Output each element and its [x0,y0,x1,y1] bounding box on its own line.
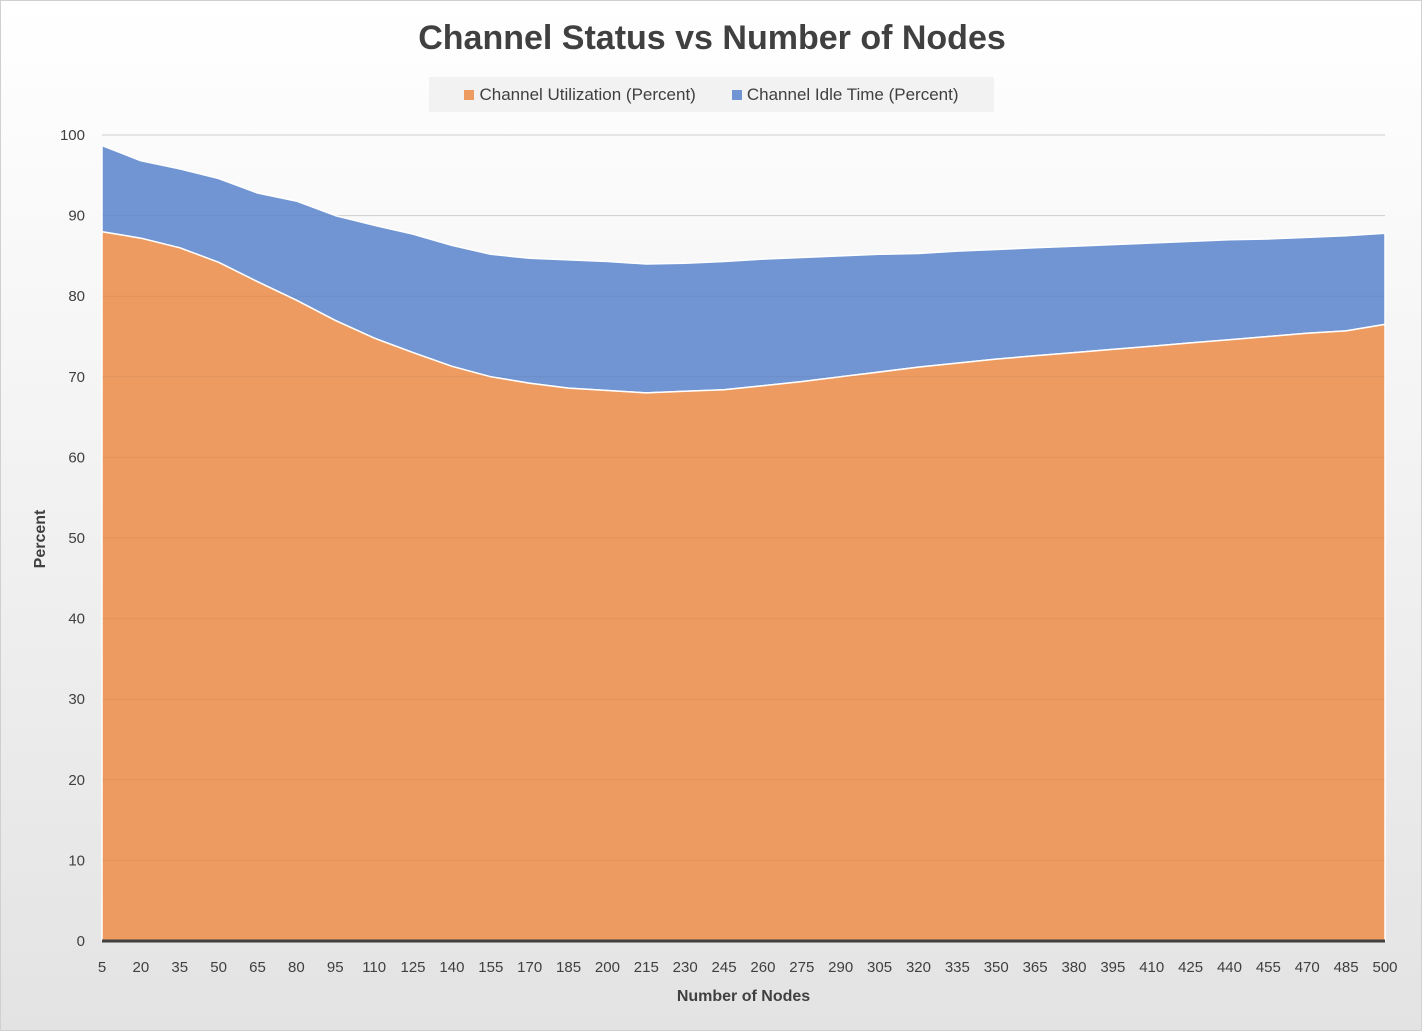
x-tick-label: 260 [750,959,775,976]
legend-label-utilization: Channel Utilization (Percent) [479,84,696,104]
x-tick-label: 80 [288,959,305,976]
y-axis-title: Percent [32,509,49,568]
y-tick-label: 70 [68,369,85,386]
x-tick-label: 320 [906,959,931,976]
x-tick-label: 425 [1178,959,1203,976]
x-tick-label: 230 [673,959,698,976]
y-tick-label: 90 [68,208,85,225]
y-tick-label: 0 [77,933,85,950]
x-tick-label: 440 [1217,959,1242,976]
legend-swatch-idle [731,89,742,100]
y-tick-label: 40 [68,611,85,628]
x-tick-label: 500 [1372,959,1397,976]
chart-title: Channel Status vs Number of Nodes [418,19,1006,57]
y-tick-label: 30 [68,691,85,708]
x-tick-label: 140 [439,959,464,976]
legend-label-idle: Channel Idle Time (Percent) [746,84,959,104]
x-tick-label: 155 [478,959,503,976]
x-tick-label: 410 [1139,959,1164,976]
y-tick-label: 50 [68,530,85,547]
x-tick-label: 455 [1256,959,1281,976]
y-tick-label: 100 [60,127,85,144]
x-tick-label: 350 [984,959,1009,976]
x-tick-label: 20 [133,959,150,976]
y-tick-label: 60 [68,449,85,466]
x-tick-label: 200 [595,959,620,976]
x-tick-label: 35 [171,959,188,976]
legend: Channel Utilization (Percent) Channel Id… [429,77,994,112]
x-tick-label: 170 [517,959,542,976]
x-tick-label: 125 [401,959,426,976]
x-tick-label: 5 [98,959,106,976]
y-tick-label: 20 [68,772,85,789]
x-tick-label: 290 [828,959,853,976]
legend-item-utilization: Channel Utilization (Percent) [464,84,696,105]
x-tick-label: 95 [327,959,344,976]
legend-swatch-utilization [464,89,475,100]
x-tick-label: 335 [945,959,970,976]
x-tick-label: 185 [556,959,581,976]
x-axis-title: Number of Nodes [677,988,810,1005]
x-tick-label: 50 [210,959,227,976]
x-tick-label: 110 [362,959,386,976]
x-tick-label: 215 [634,959,659,976]
x-tick-label: 380 [1061,959,1086,976]
series-area-utilization [101,230,1386,942]
y-tick-label: 80 [68,288,85,305]
x-tick-label: 395 [1100,959,1125,976]
x-tick-label: 470 [1295,959,1320,976]
x-tick-label: 275 [789,959,814,976]
x-tick-label: 65 [249,959,266,976]
x-tick-label: 245 [712,959,737,976]
x-tick-label: 365 [1023,959,1048,976]
x-tick-label: 305 [867,959,892,976]
y-tick-label: 10 [68,852,85,869]
x-tick-label: 485 [1334,959,1359,976]
legend-item-idle: Channel Idle Time (Percent) [731,84,959,105]
